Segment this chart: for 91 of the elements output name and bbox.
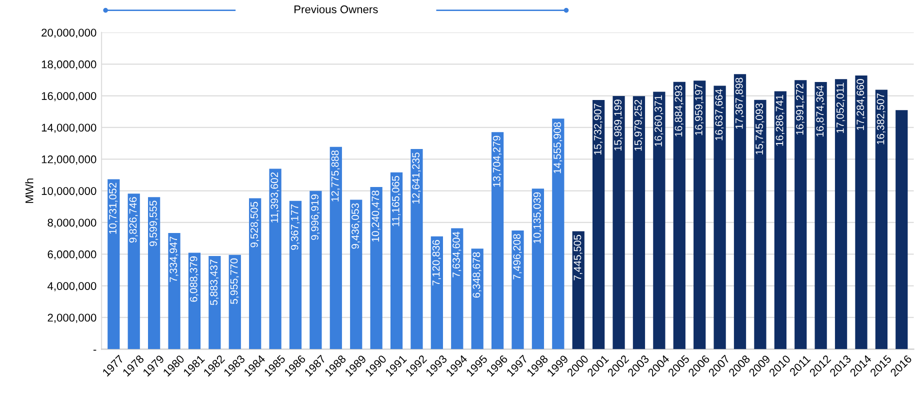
y-tick-label: 2,000,000	[48, 314, 96, 323]
bar	[330, 146, 342, 350]
data-label: 9,996,919	[311, 194, 320, 240]
bar	[552, 118, 564, 350]
bar	[694, 80, 706, 350]
bar	[632, 96, 646, 350]
data-label: 16,874,364	[816, 85, 825, 136]
bar	[592, 100, 605, 350]
bar	[370, 187, 382, 350]
bar	[289, 200, 302, 350]
y-tick-label: 14,000,000	[42, 124, 96, 133]
y-tick-label: 4,000,000	[48, 282, 96, 292]
y-axis-title: MWh	[25, 178, 34, 203]
data-label: 13,704,279	[492, 136, 502, 187]
text: Previous Owners	[294, 5, 378, 14]
bar	[350, 200, 362, 350]
data-label: 7,634,604	[452, 232, 462, 278]
data-label: 9,826,746	[129, 197, 138, 243]
bar	[249, 198, 262, 350]
bar	[390, 172, 403, 350]
bar	[814, 82, 827, 350]
y-tick-label: 20,000,000	[42, 28, 96, 38]
data-label: 17,052,011	[836, 82, 846, 133]
bar	[734, 74, 746, 350]
data-label: 10,731,052	[109, 182, 118, 234]
data-label: 9,367,177	[290, 204, 300, 250]
bar	[128, 194, 140, 350]
data-label: 16,260,371	[654, 95, 664, 146]
y-tick-label: -	[93, 350, 96, 351]
bar	[834, 79, 848, 350]
data-label: 10,135,039	[533, 192, 542, 244]
data-label: 7,445,505	[574, 234, 582, 280]
data-label: 16,884,293	[674, 85, 684, 136]
bar	[794, 80, 807, 350]
bar	[430, 236, 443, 350]
data-label: 17,367,898	[735, 78, 744, 129]
data-label: 7,496,208	[513, 234, 522, 280]
data-label: 5,883,437	[210, 260, 219, 306]
data-label: 16,959,197	[695, 84, 704, 136]
bar	[269, 168, 282, 350]
data-label: 11,393,602	[270, 172, 280, 222]
bar	[108, 179, 120, 350]
data-label: 15,732,907	[594, 104, 603, 155]
data-label: 16,991,272	[796, 84, 805, 135]
bar	[774, 91, 786, 350]
data-label: 6,088,379	[190, 256, 198, 302]
bar	[673, 82, 686, 350]
bar	[754, 100, 766, 350]
y-tick-label: 8,000,000	[48, 218, 96, 228]
bar	[875, 90, 888, 350]
bar	[653, 92, 666, 350]
bar	[612, 96, 625, 350]
y-tick-label: 16,000,000	[42, 92, 96, 102]
data-label: 7,334,947	[170, 236, 178, 282]
data-label: 11,165,065	[392, 176, 401, 226]
bar	[491, 132, 504, 350]
data-label: 14,555,908	[554, 122, 562, 174]
bar	[188, 252, 201, 350]
data-label: 15,745,093	[756, 103, 764, 154]
bar	[572, 231, 584, 350]
data-label: 16,382,507	[876, 93, 886, 144]
data-label: 12,775,888	[331, 150, 340, 202]
bar	[451, 228, 464, 350]
y-tick-label: 18,000,000	[42, 60, 96, 70]
bar	[410, 149, 423, 350]
bar	[471, 248, 484, 350]
data-label: 9,528,505	[250, 202, 260, 248]
data-label: 9,436,053	[352, 203, 360, 249]
y-tick-label: 12,000,000	[42, 155, 96, 165]
data-label: 15,989,199	[614, 100, 623, 150]
bar	[168, 233, 180, 350]
data-label: 16,286,741	[776, 94, 784, 146]
bar	[532, 188, 544, 350]
bar	[228, 254, 241, 350]
data-label: 17,284,660	[856, 79, 866, 130]
bar	[855, 75, 868, 350]
bar	[310, 190, 322, 350]
data-label: 15,979,252	[634, 100, 644, 151]
data-label: 5,955,770	[230, 258, 239, 304]
data-label: 10,240,478	[372, 190, 380, 242]
y-tick-label: 10,000,000	[42, 187, 96, 196]
data-label: 16,637,664	[715, 89, 724, 140]
data-label: 7,120,836	[432, 240, 441, 286]
bar	[512, 230, 524, 350]
bar	[714, 86, 726, 350]
data-label: 6,348,678	[472, 252, 482, 298]
data-label: 12,641,235	[412, 152, 421, 204]
y-tick-label: 6,000,000	[48, 250, 96, 260]
bar	[896, 110, 908, 350]
data-label: 9,599,555	[149, 200, 158, 246]
bar	[148, 197, 160, 350]
